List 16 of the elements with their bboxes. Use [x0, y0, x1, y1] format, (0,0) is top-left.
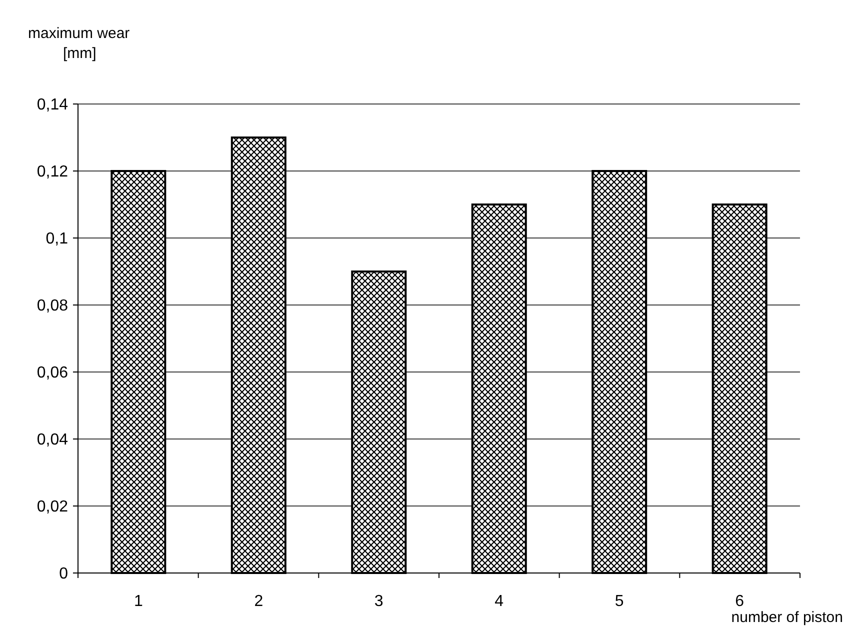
y-tick-label: 0,12 [36, 164, 68, 181]
y-tick-label: 0 [59, 566, 68, 583]
x-tick-label: 1 [134, 593, 143, 610]
x-axis-title: number of piston [731, 609, 843, 626]
y-tick-label: 0,02 [36, 498, 68, 516]
y-tick-label: 0,1 [46, 230, 68, 248]
y-tick-label: 0,04 [36, 432, 68, 449]
x-tick-label: 5 [614, 593, 624, 610]
x-tick-label: 2 [254, 593, 264, 610]
x-tick-label: 3 [374, 593, 384, 610]
y-tick-label: 0,08 [36, 298, 68, 315]
x-tick-label: 4 [494, 593, 504, 610]
y-axis-title: maximum wear [mm] [28, 25, 130, 62]
y-tick-label: 0,14 [36, 96, 68, 114]
y-tick-label: 0,06 [36, 364, 68, 382]
x-tick-label: 6 [735, 593, 744, 610]
